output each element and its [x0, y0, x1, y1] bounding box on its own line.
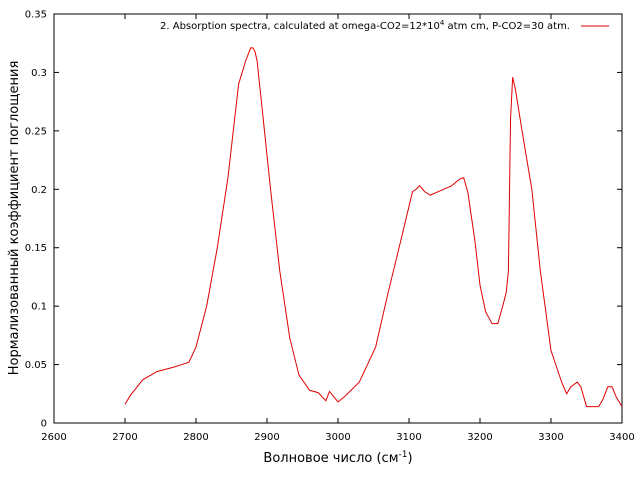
x-tick-label: 3100 [396, 432, 421, 443]
x-tick-label: 3000 [325, 432, 350, 443]
axis-ticks [53, 13, 623, 424]
y-tick-label: 0.05 [25, 360, 47, 371]
x-tick-label: 2600 [41, 432, 66, 443]
y-axis-title: Нормализованный коэффициент поглощения [7, 61, 22, 376]
x-tick-label: 3200 [467, 432, 492, 443]
y-tick-label: 0.35 [25, 10, 47, 21]
x-tick-label: 2800 [183, 432, 208, 443]
y-tick-label: 0.25 [25, 126, 47, 137]
y-tick-label: 0.1 [31, 302, 47, 313]
x-tick-label: 2900 [254, 432, 279, 443]
absorption-series-line [124, 47, 623, 408]
y-tick-label: 0.2 [31, 185, 47, 196]
plot-frame [53, 13, 623, 424]
y-tick-label: 0 [41, 419, 47, 430]
y-tick-label: 0.15 [25, 243, 47, 254]
axis-tick-labels: 2600 2700 2800 2900 3000 3100 3200 3300 3400 0 0.0… [25, 10, 635, 444]
y-tick-label: 0.3 [31, 68, 47, 79]
x-tick-label: 3300 [538, 432, 563, 443]
x-axis-title: Волновое число (см-1) [263, 450, 412, 466]
legend-label: 2. Absorption spectra, calculated at ome… [160, 19, 570, 32]
x-tick-label: 2700 [112, 432, 137, 443]
x-tick-label: 3400 [609, 432, 634, 443]
